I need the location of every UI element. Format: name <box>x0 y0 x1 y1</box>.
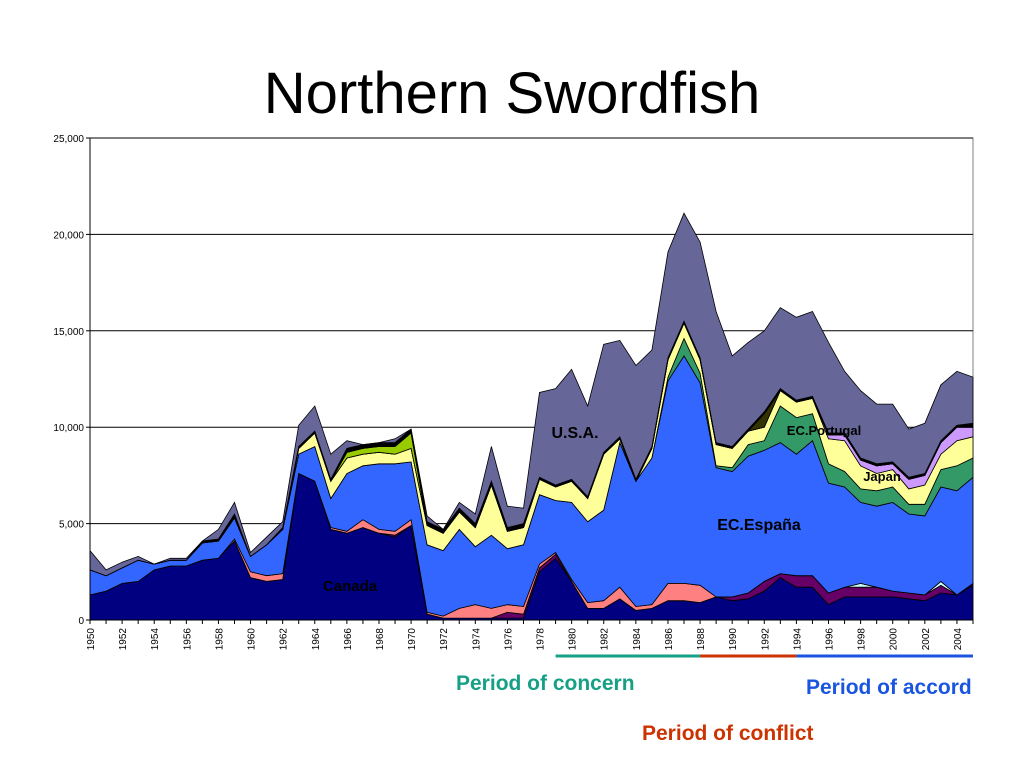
x-tick-label: 1968 <box>375 628 386 651</box>
x-tick-label: 1958 <box>214 628 225 651</box>
x-tick-label: 1998 <box>857 628 868 651</box>
x-tick-label: 2000 <box>889 628 900 651</box>
x-tick-label: 1986 <box>664 628 675 651</box>
x-tick-label: 1988 <box>696 628 707 651</box>
x-tick-label: 1962 <box>279 628 290 651</box>
x-tick-label: 1954 <box>150 628 161 651</box>
y-tick-label: 10,000 <box>53 423 84 434</box>
x-tick-label: 1980 <box>568 628 579 651</box>
y-tick-label: 15,000 <box>53 327 84 338</box>
x-tick-label: 2004 <box>953 628 964 651</box>
y-tick-label: 25,000 <box>53 134 84 145</box>
y-tick-label: 5,000 <box>59 520 84 531</box>
series-annotation: EC.España <box>717 517 801 534</box>
x-tick-label: 1978 <box>536 628 547 651</box>
x-tick-label: 1976 <box>503 628 514 651</box>
page-title: Northern Swordfish <box>263 61 761 126</box>
x-tick-label: 1994 <box>792 628 803 651</box>
x-tick-label: 1966 <box>343 628 354 651</box>
x-tick-label: 1950 <box>86 628 97 651</box>
period-accord-label: Period of accord <box>806 676 972 699</box>
x-tick-label: 1974 <box>471 628 482 651</box>
x-tick-label: 1952 <box>118 628 129 651</box>
series-annotation: Canada <box>323 578 378 595</box>
x-tick-label: 1972 <box>439 628 450 651</box>
x-tick-label: 1984 <box>632 628 643 651</box>
x-tick-label: 2002 <box>921 628 932 651</box>
x-tick-label: 1956 <box>182 628 193 651</box>
x-tick-label: 1996 <box>825 628 836 651</box>
series-annotation: Japan <box>863 469 901 484</box>
x-tick-label: 1992 <box>760 628 771 651</box>
x-tick-label: 1982 <box>600 628 611 651</box>
y-tick-label: 0 <box>78 616 84 627</box>
series-annotation: EC.Portugal <box>787 423 861 438</box>
series-annotation: U.S.A. <box>551 425 598 442</box>
x-tick-label: 1990 <box>728 628 739 651</box>
area-series-u-s-a <box>89 212 974 577</box>
period-conflict-label: Period of conflict <box>642 722 814 745</box>
x-tick-label: 1970 <box>407 628 418 651</box>
x-tick-label: 1960 <box>247 628 258 651</box>
y-tick-label: 20,000 <box>53 230 84 241</box>
x-tick-label: 1964 <box>311 628 322 651</box>
period-concern-label: Period of concern <box>456 672 635 695</box>
